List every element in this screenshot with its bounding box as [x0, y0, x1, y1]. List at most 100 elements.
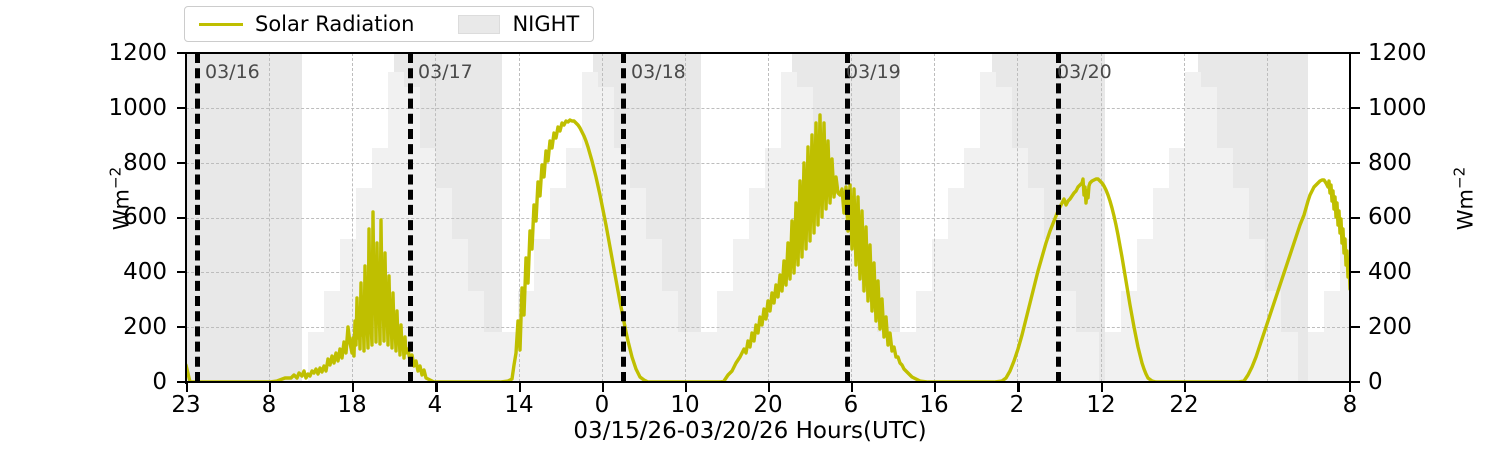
x-tick	[518, 383, 521, 392]
legend-item-night: NIGHT	[458, 12, 579, 36]
day-divider	[845, 53, 850, 382]
y-label-right-600: 600	[1368, 204, 1412, 230]
clearsky-step	[420, 148, 436, 382]
clearsky-step	[781, 72, 797, 382]
x-tick	[1349, 383, 1352, 392]
gridline-x	[518, 53, 520, 382]
clearsky-step	[1308, 332, 1324, 382]
clearsky-step	[662, 291, 678, 382]
y-tick-left	[177, 381, 186, 384]
clearsky-step	[701, 332, 717, 382]
gridline-x	[1266, 53, 1268, 382]
clearsky-step	[1153, 188, 1169, 382]
x-axis-title: 03/15/26-03/20/26 Hours(UTC)	[573, 418, 927, 444]
y-tick-left	[177, 106, 186, 109]
clearsky-step	[765, 148, 781, 382]
x-tick	[352, 383, 355, 392]
day-divider	[195, 53, 200, 382]
clearsky-step	[861, 291, 877, 382]
y-label-600: 600	[123, 204, 167, 230]
clearsky-step	[452, 239, 468, 382]
clearsky-step	[1201, 87, 1217, 382]
y-tick-left	[177, 326, 186, 329]
y-label-right-800: 800	[1368, 150, 1412, 176]
x-label-12: 12	[1086, 392, 1116, 418]
axis-frame-left	[185, 52, 188, 384]
x-tick	[601, 383, 604, 392]
x-label-22: 22	[1169, 392, 1199, 418]
gridline-x	[1017, 53, 1019, 382]
clearsky-step	[1060, 291, 1076, 382]
y-tick-right	[1351, 381, 1360, 384]
y-tick-right	[1351, 271, 1360, 274]
x-label-4: 4	[427, 392, 443, 418]
y-label-1200: 1200	[108, 40, 167, 66]
clearsky-step	[436, 188, 452, 382]
clearsky-step	[1105, 332, 1121, 382]
clearsky-step	[733, 239, 749, 382]
legend-item-solar-radiation: Solar Radiation	[199, 12, 414, 36]
y-label-1000: 1000	[108, 95, 167, 121]
gridline-x	[352, 53, 354, 382]
x-tick	[851, 383, 854, 392]
y-label-right-400: 400	[1368, 259, 1412, 285]
clearsky-step	[1217, 148, 1233, 382]
x-tick	[934, 383, 937, 392]
clearsky-step	[717, 291, 733, 382]
x-label-6: 6	[843, 392, 859, 418]
x-label-10: 10	[670, 392, 700, 418]
x-label-2: 2	[1009, 392, 1025, 418]
clearsky-step	[1324, 291, 1340, 382]
y-label-0: 0	[152, 369, 167, 395]
x-label-8: 8	[261, 392, 277, 418]
clearsky-step	[1137, 239, 1153, 382]
legend-label-solar-radiation: Solar Radiation	[255, 12, 415, 36]
x-tick	[684, 383, 688, 392]
clearsky-step	[980, 72, 996, 382]
clearsky-step	[1281, 332, 1298, 382]
y-tick-right	[1351, 216, 1360, 219]
y-label-right-0: 0	[1368, 369, 1383, 395]
clearsky-step	[916, 291, 932, 382]
chart-legend: Solar Radiation NIGHT	[184, 6, 595, 42]
x-tick	[186, 383, 189, 392]
clearsky-step	[566, 148, 582, 382]
clearsky-step	[1185, 72, 1201, 382]
gridline-x	[1183, 53, 1185, 382]
y-tick-left	[177, 216, 186, 219]
x-label-14: 14	[504, 392, 534, 418]
y-tick-left	[177, 271, 186, 274]
x-tick	[1100, 383, 1103, 392]
axis-frame-top	[186, 52, 1351, 55]
clearsky-step	[829, 188, 845, 382]
y-tick-right	[1351, 161, 1360, 164]
x-label-8-end: 8	[1342, 392, 1358, 418]
gridline-x	[435, 53, 437, 382]
gridline-x	[1100, 53, 1102, 382]
x-tick	[1183, 383, 1186, 392]
gridline-x	[684, 53, 686, 382]
x-tick	[1017, 383, 1020, 392]
gridline-x	[934, 53, 936, 382]
day-label-0318: 03/18	[631, 61, 686, 83]
clearsky-step	[1340, 239, 1350, 382]
y-tick-left	[177, 161, 186, 164]
axis-frame-right	[1349, 52, 1352, 384]
gridline-x	[601, 53, 603, 382]
day-label-0316: 03/16	[205, 61, 260, 83]
clearsky-step	[948, 188, 964, 382]
y-tick-right	[1351, 326, 1360, 329]
day-label-0320: 03/20	[1057, 61, 1112, 83]
day-divider	[1056, 53, 1061, 382]
clearsky-step	[678, 332, 701, 382]
x-label-0: 0	[594, 392, 610, 418]
clearsky-step	[1233, 188, 1249, 382]
y-label-right-1000: 1000	[1368, 95, 1427, 121]
x-label-23: 23	[171, 392, 201, 418]
clearsky-step	[550, 188, 566, 382]
clearsky-step	[484, 332, 502, 382]
clearsky-step	[1076, 332, 1099, 382]
day-divider	[621, 53, 626, 382]
y-label-200: 200	[123, 314, 167, 340]
y-label-right-1200: 1200	[1368, 40, 1427, 66]
